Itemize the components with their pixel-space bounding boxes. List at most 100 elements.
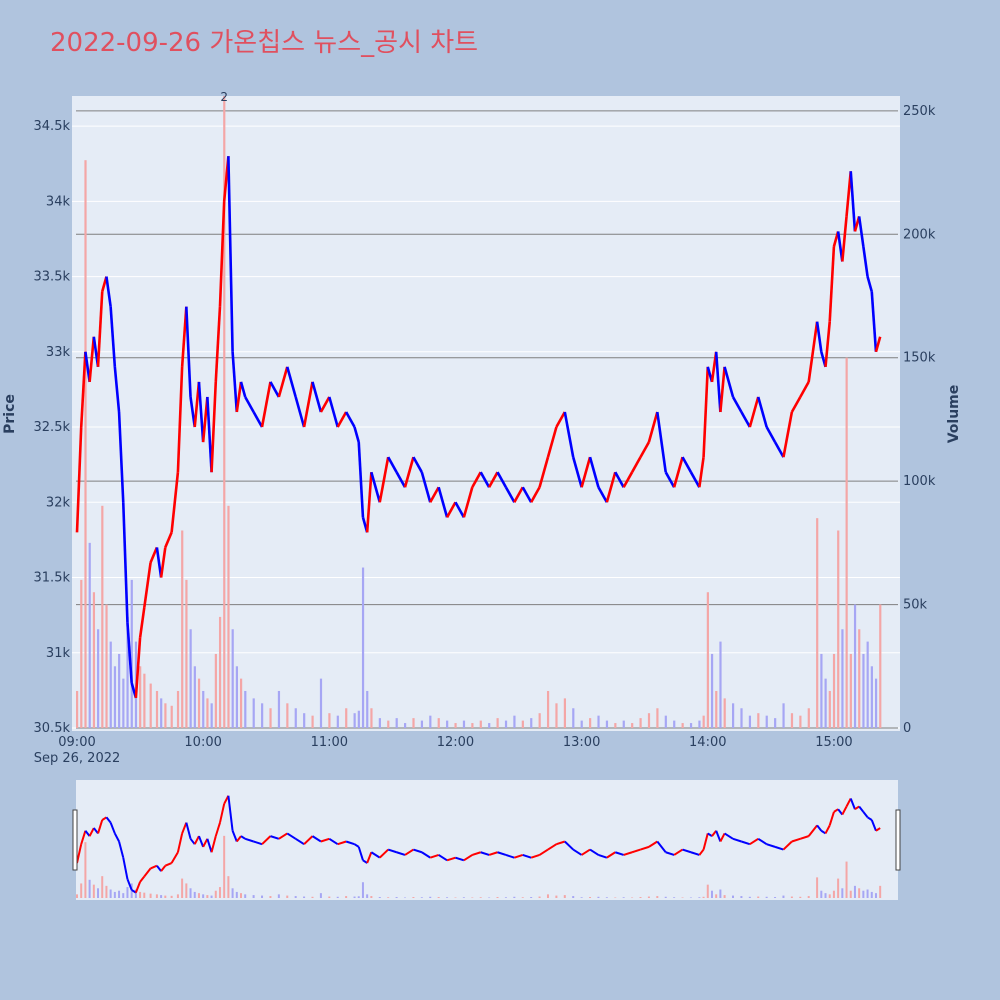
- mini-volume-bar: [109, 889, 112, 898]
- mini-volume-bar: [105, 885, 108, 898]
- mini-volume-bar: [563, 895, 566, 898]
- volume-bar: [853, 604, 857, 728]
- mini-price-segment: [614, 851, 624, 856]
- price-segment: [672, 456, 684, 488]
- volume-bar: [92, 592, 96, 728]
- price-segment: [353, 426, 360, 443]
- mini-price-segment: [606, 851, 616, 859]
- mini-price-segment: [206, 838, 213, 853]
- mini-volume-bar: [353, 896, 356, 898]
- mini-volume-bar: [126, 887, 129, 898]
- mini-price-segment: [244, 837, 254, 843]
- mini-volume-bar: [631, 897, 634, 899]
- volume-bar: [113, 666, 117, 728]
- mini-price-segment: [828, 811, 835, 826]
- price-segment: [799, 381, 810, 398]
- mini-volume-bar: [345, 896, 348, 898]
- mini-price-segment: [665, 851, 675, 856]
- mini-volume-bar: [88, 879, 91, 898]
- volume-bar: [845, 357, 848, 728]
- mini-volume-bar: [862, 890, 865, 898]
- mini-price-segment: [862, 811, 869, 818]
- mini-volume-bar: [580, 897, 583, 898]
- mini-volume-bar: [521, 897, 524, 898]
- mini-price-segment: [749, 837, 759, 846]
- y-axis-title: Price: [2, 394, 18, 434]
- mini-volume-bar: [366, 894, 369, 898]
- mini-volume-bar: [286, 895, 289, 898]
- mini-price-segment: [261, 835, 272, 845]
- volume-bar: [605, 720, 609, 728]
- volume-bar: [235, 666, 238, 728]
- price-segment: [412, 456, 423, 473]
- mini-price-segment: [816, 824, 823, 832]
- mini-price-segment: [841, 806, 848, 816]
- mini-volume-bar: [252, 895, 255, 898]
- mini-volume-bar: [807, 896, 810, 898]
- mini-volume-bar: [879, 885, 882, 898]
- price-segment: [815, 321, 823, 352]
- volume-bar: [118, 653, 121, 728]
- mini-volume-bar: [820, 890, 823, 898]
- volume-bar: [799, 715, 802, 728]
- volume-bar: [879, 604, 882, 728]
- mini-price-segment: [270, 835, 280, 840]
- mini-price-segment: [732, 837, 742, 843]
- mini-volume-bar: [572, 896, 575, 898]
- volume-bar: [824, 678, 827, 728]
- range-slider-right-handle[interactable]: [895, 809, 901, 871]
- mini-volume-bar: [189, 888, 192, 898]
- price-segment: [731, 396, 743, 413]
- mini-price-segment: [311, 835, 322, 843]
- mini-volume-bar: [471, 897, 474, 899]
- volume-bar: [597, 715, 600, 728]
- price-segment: [357, 442, 365, 518]
- mini-volume-bar: [538, 896, 541, 898]
- volume-bar: [130, 579, 133, 728]
- price-segment: [479, 471, 491, 488]
- mini-price-segment: [170, 851, 179, 864]
- price-segment: [630, 456, 642, 473]
- price-segment: [723, 366, 735, 398]
- mini-price-segment: [370, 851, 381, 859]
- volume-bar: [80, 579, 83, 728]
- volume-bar: [849, 653, 852, 728]
- mini-volume-bar: [555, 895, 558, 898]
- range-slider[interactable]: [72, 780, 901, 900]
- price-segment: [647, 411, 659, 443]
- mini-price-segment: [547, 843, 557, 851]
- volume-tick-label: 0: [903, 721, 911, 736]
- mini-price-segment: [337, 840, 347, 846]
- mini-volume-bar: [206, 895, 209, 898]
- mini-volume-bar: [92, 884, 95, 898]
- mini-price-segment: [858, 805, 865, 813]
- volume-bar: [496, 718, 499, 728]
- volume-bar: [862, 653, 865, 728]
- volume-bar: [820, 653, 823, 728]
- mini-price-segment: [236, 835, 242, 843]
- mini-price-segment: [126, 878, 133, 891]
- volume-bar: [395, 718, 398, 728]
- mini-price-segment: [648, 840, 658, 848]
- volume-bar: [710, 653, 714, 728]
- mini-volume-bar: [164, 895, 167, 898]
- volume-bar: [732, 703, 735, 728]
- volume-bar: [269, 708, 272, 728]
- price-segment: [387, 456, 398, 473]
- mini-volume-bar: [176, 894, 179, 898]
- volume-bar: [555, 703, 558, 728]
- volume-bar: [214, 653, 217, 728]
- volume-bar: [303, 713, 306, 728]
- mini-volume-bar: [357, 896, 360, 898]
- volume-bar: [563, 698, 566, 728]
- mini-price-segment: [845, 797, 852, 807]
- price-segment: [445, 501, 457, 518]
- range-slider-left-handle[interactable]: [72, 809, 78, 871]
- price-segment: [155, 547, 163, 578]
- mini-price-segment: [345, 840, 355, 846]
- price-segment: [538, 456, 550, 488]
- mini-volume-bar: [395, 897, 398, 898]
- mini-price-segment: [698, 848, 705, 856]
- mini-volume-bar: [160, 895, 163, 898]
